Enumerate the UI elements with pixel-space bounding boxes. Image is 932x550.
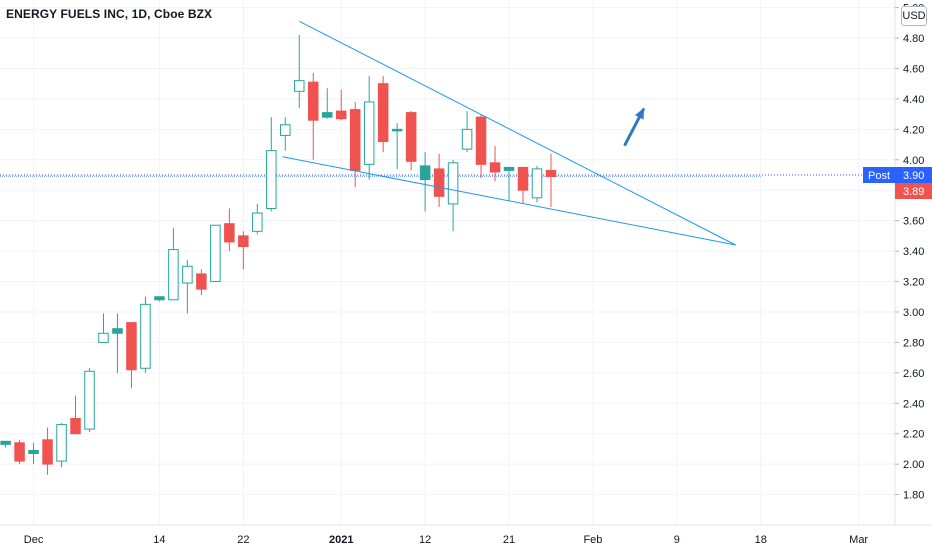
candle-body xyxy=(210,224,221,283)
candle-body xyxy=(405,112,417,162)
y-tick-label: 2.80 xyxy=(903,337,924,349)
candle-body xyxy=(489,162,501,173)
candle-body xyxy=(307,81,319,121)
grid-lines xyxy=(0,0,895,525)
candle-body xyxy=(126,322,137,371)
y-tick-label: 4.60 xyxy=(903,63,924,75)
candle-body xyxy=(531,168,543,199)
candle-body xyxy=(294,80,305,92)
y-tick-label: 2.60 xyxy=(903,368,924,380)
post-price-bg xyxy=(895,167,932,183)
candle-body xyxy=(168,249,179,301)
trendline-drawings[interactable] xyxy=(282,20,736,246)
x-tick-label: 22 xyxy=(237,534,249,546)
y-tick-label: 2.40 xyxy=(903,398,924,410)
x-tick-label: Dec xyxy=(24,534,44,546)
candle-body xyxy=(140,303,151,369)
price-axis[interactable]: 1.80 2.00 2.20 2.40 2.60 2.80 3.00 3.20 3.40 3.60… xyxy=(895,3,924,502)
x-tick-label: 12 xyxy=(419,534,431,546)
y-tick-label: 3.20 xyxy=(903,277,924,289)
candle-body xyxy=(433,168,445,197)
candle-body xyxy=(335,110,347,120)
candle-body xyxy=(182,265,193,284)
candle-body xyxy=(349,109,361,171)
x-tick-label: Feb xyxy=(583,534,602,546)
y-tick-label: 3.40 xyxy=(903,246,924,258)
candle-body xyxy=(419,165,431,181)
candle-body xyxy=(391,128,403,132)
price-tags: Post 3.90 3.89 xyxy=(863,167,932,199)
candle-body xyxy=(321,112,333,118)
candle-body xyxy=(447,162,459,205)
candle-body xyxy=(545,169,557,178)
x-tick-label: 21 xyxy=(503,534,515,546)
y-tick-label: 3.00 xyxy=(903,307,924,319)
post-price-label: 3.90 xyxy=(903,170,924,182)
currency-button[interactable]: USD xyxy=(901,6,927,26)
post-tag-label: Post xyxy=(868,170,890,182)
candle-body xyxy=(28,449,39,454)
candle-body xyxy=(196,273,207,290)
candle-body xyxy=(280,124,291,136)
up-arrow-head xyxy=(634,107,645,120)
chart-title: ENERGY FUELS INC, 1D, Cboe BZX xyxy=(6,7,213,21)
y-tick-label: 2.00 xyxy=(903,459,924,471)
candle-body xyxy=(56,424,67,462)
candle-body xyxy=(154,296,165,301)
trendline xyxy=(299,20,736,246)
candle-body xyxy=(252,212,263,232)
y-tick-label: 4.80 xyxy=(903,33,924,45)
y-tick-label: 4.40 xyxy=(903,94,924,106)
candle-body xyxy=(377,83,389,143)
candle-body xyxy=(70,417,81,435)
y-tick-label: 2.20 xyxy=(903,429,924,441)
y-tick-label: 1.80 xyxy=(903,490,924,502)
x-tick-label: 9 xyxy=(674,534,680,546)
candles xyxy=(0,35,557,475)
x-tick-label: 14 xyxy=(153,534,165,546)
candle-body xyxy=(112,328,123,334)
x-tick-label: 18 xyxy=(755,534,767,546)
candle-body xyxy=(503,166,515,171)
last-price-bg xyxy=(895,183,932,199)
candle-body xyxy=(14,442,25,462)
post-tag-bg xyxy=(863,167,895,183)
y-tick-label: 4.00 xyxy=(903,155,924,167)
y-tick-label: 4.20 xyxy=(903,124,924,136)
trendline xyxy=(282,156,736,246)
candle-body xyxy=(363,101,375,165)
candle-body xyxy=(266,150,277,209)
time-axis[interactable]: Dec 14 22 2021 12 21 Feb 9 18 Mar xyxy=(24,534,869,546)
x-tick-label: Mar xyxy=(849,534,868,546)
candle-body xyxy=(238,235,249,248)
candle-body xyxy=(84,370,95,430)
candle-body xyxy=(517,166,529,191)
y-tick-label: 3.60 xyxy=(903,216,924,228)
last-price-label: 3.89 xyxy=(903,186,924,198)
candle-body xyxy=(0,440,11,445)
candle-body xyxy=(475,116,487,165)
candle-body xyxy=(224,223,235,243)
candle-body xyxy=(461,128,473,150)
candle-body xyxy=(98,332,109,343)
candle-body xyxy=(42,439,53,465)
x-tick-label: 2021 xyxy=(329,534,353,546)
